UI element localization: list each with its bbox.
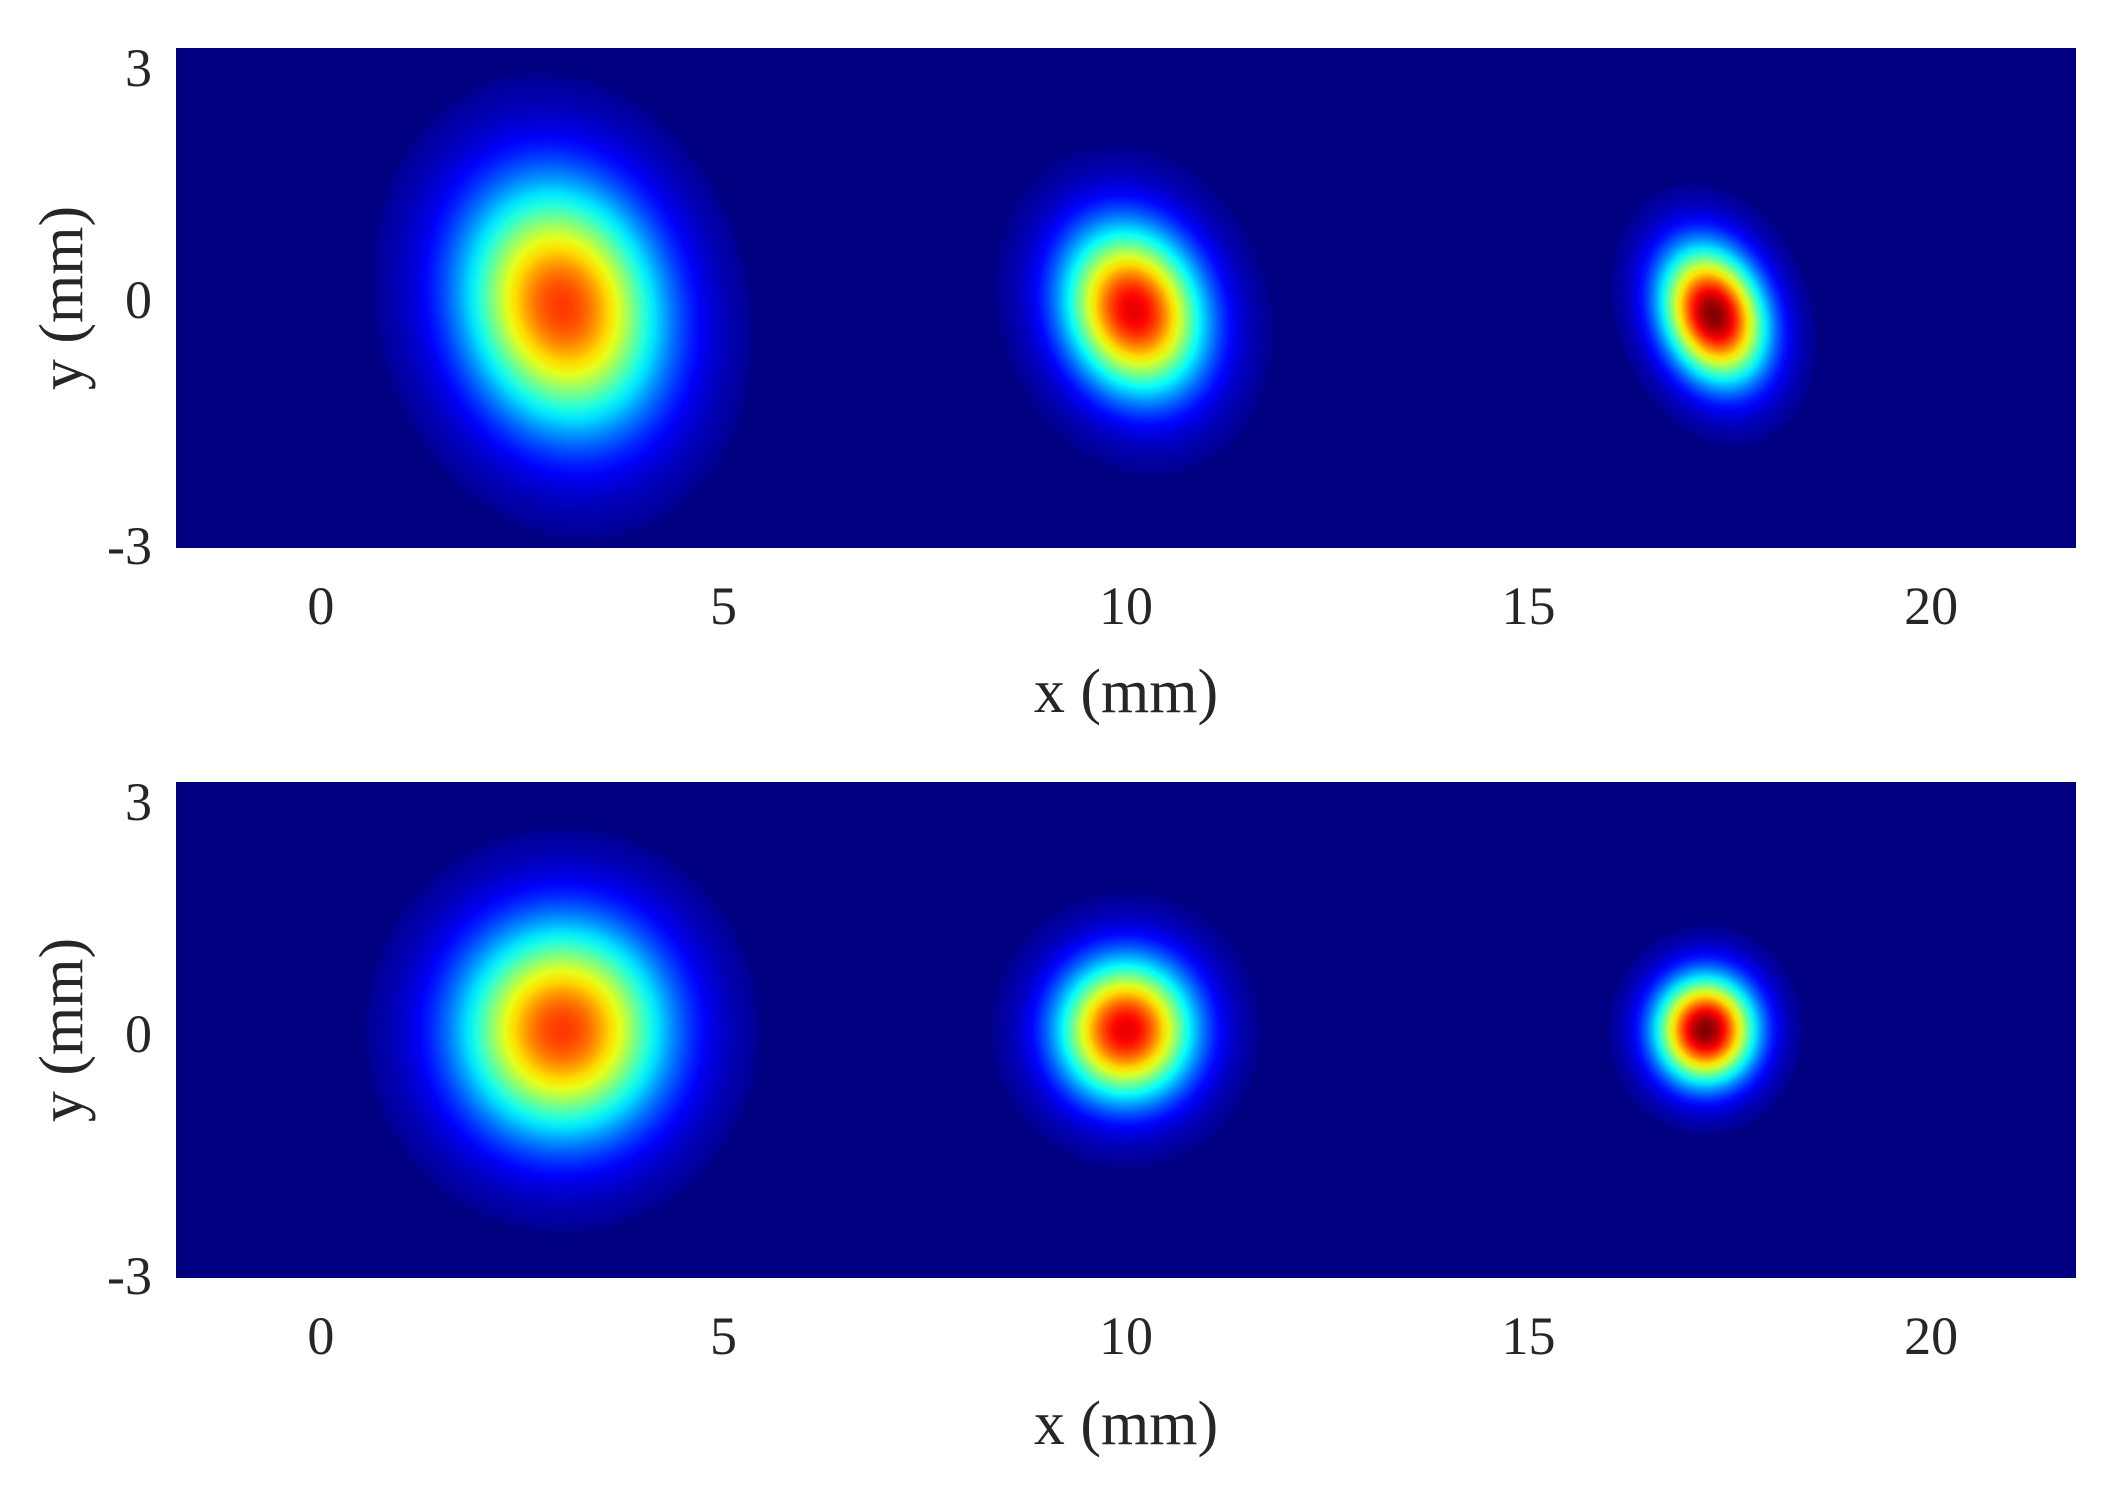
ytick-label-bottom-3: 3 (125, 772, 152, 832)
heat-spot (1596, 913, 1815, 1147)
xtick-label: 0 (307, 576, 334, 636)
ytick-label-bottom-0: 0 (125, 1004, 152, 1064)
ylabel-top: y (mm) (28, 206, 96, 390)
ytick-label-top-0: 0 (125, 270, 152, 330)
xtick-label: 5 (710, 1306, 737, 1366)
spots-bottom (332, 794, 1815, 1266)
xtick-label: 20 (1904, 1306, 1958, 1366)
panel-top: 3 0 -3 0 5 10 15 20 x (mm) y (mm) (28, 34, 2076, 726)
heat-spot (340, 34, 785, 578)
xtick-labels-bottom: 0 5 10 15 20 (307, 1306, 1958, 1366)
xtick-label: 5 (710, 576, 737, 636)
ytick-label-top-3: 3 (125, 38, 152, 98)
xtick-labels-top: 0 5 10 15 20 (307, 576, 1958, 636)
xlabel-bottom: x (mm) (1034, 1390, 1218, 1458)
xtick-label: 15 (1502, 576, 1556, 636)
spots-top (340, 34, 1829, 578)
heat-spot (332, 794, 792, 1266)
heat-spot (976, 876, 1276, 1184)
heat-spot (1599, 168, 1829, 461)
xtick-label: 0 (307, 1306, 334, 1366)
ylabel-bottom: y (mm) (28, 938, 96, 1122)
xtick-label: 15 (1502, 1306, 1556, 1366)
xtick-label: 10 (1099, 1306, 1153, 1366)
panel-bottom: 3 0 -3 0 5 10 15 20 x (mm) y (mm) (28, 772, 2076, 1458)
xlabel-top: x (mm) (1034, 658, 1218, 726)
ytick-label-bottom-m3: -3 (107, 1246, 152, 1306)
ytick-label-top-m3: -3 (107, 516, 152, 576)
xtick-label: 20 (1904, 576, 1958, 636)
xtick-label: 10 (1099, 576, 1153, 636)
heat-spot (979, 127, 1289, 494)
